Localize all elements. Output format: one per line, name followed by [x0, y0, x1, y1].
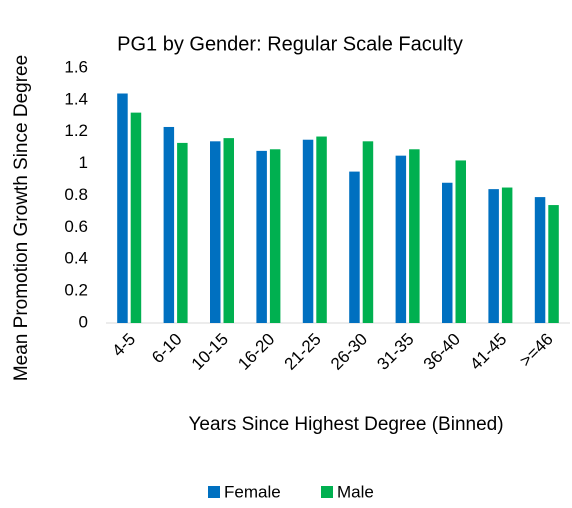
y-tick-label: 1.6 — [64, 57, 88, 76]
y-tick-label: 0.2 — [64, 281, 88, 300]
y-axis-title: Mean Promotion Growth Since Degree — [11, 55, 32, 381]
x-tick-label: >=46 — [516, 330, 557, 371]
legend-label: Female — [224, 482, 281, 501]
y-tick-label: 0.6 — [64, 217, 88, 236]
x-tick-label: 36-40 — [420, 330, 464, 374]
x-tick-label: 26-30 — [327, 330, 371, 374]
bar — [455, 160, 466, 323]
bar — [269, 149, 281, 323]
y-tick-label: 0.8 — [64, 185, 88, 204]
bar — [501, 187, 513, 323]
bar — [163, 126, 175, 323]
bar — [409, 149, 420, 323]
bar — [362, 141, 374, 323]
chart-title: PG1 by Gender: Regular Scale Faculty — [117, 33, 463, 55]
x-tick-label: 21-25 — [281, 330, 325, 374]
bar — [302, 139, 314, 323]
bar — [548, 205, 559, 323]
x-tick-label: 16-20 — [234, 330, 278, 374]
legend-swatch — [208, 486, 220, 498]
y-tick-label: 1 — [79, 153, 88, 172]
legend-label: Male — [337, 482, 374, 501]
bar — [442, 182, 453, 323]
bar — [130, 112, 142, 323]
bar — [488, 189, 499, 323]
x-axis-title: Years Since Highest Degree (Binned) — [188, 414, 503, 435]
y-tick-label: 1.2 — [64, 121, 88, 140]
bar — [349, 171, 360, 323]
y-tick-label: 1.4 — [64, 89, 88, 108]
bar — [210, 141, 221, 323]
bar — [177, 142, 188, 323]
y-tick-label: 0 — [79, 312, 88, 331]
x-tick-label: 6-10 — [148, 330, 185, 367]
bar — [316, 136, 327, 323]
x-tick-label: 4-5 — [108, 330, 139, 361]
x-tick-label: 31-35 — [373, 330, 417, 374]
x-tick-label: 41-45 — [466, 330, 510, 374]
x-tick-label: 10-15 — [188, 330, 232, 374]
bar — [534, 197, 546, 323]
bar — [395, 155, 407, 323]
bar — [223, 138, 234, 323]
bar — [256, 150, 267, 323]
y-tick-label: 0.4 — [64, 249, 88, 268]
legend-swatch — [321, 486, 333, 498]
bar — [117, 93, 128, 323]
